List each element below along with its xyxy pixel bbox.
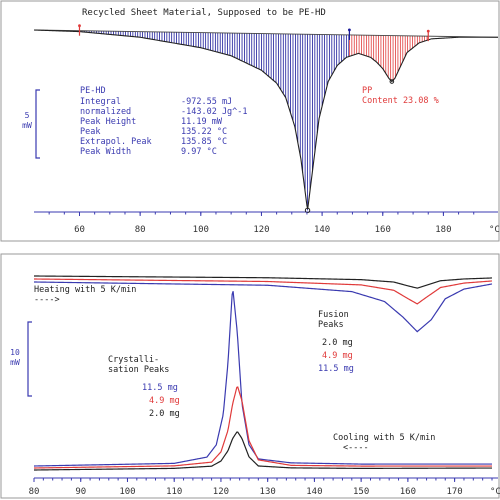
pe-hd-row-label: Peak Height — [80, 117, 136, 127]
top-dsc-curve — [33, 29, 498, 210]
pe-peak-marker — [304, 207, 311, 214]
heating-curve-4-9-mg — [33, 278, 493, 305]
top-x-tick-label: 140 — [314, 225, 330, 235]
pe-hd-row-label: Peak Width — [80, 147, 131, 157]
bottom-x-tick-label: 170 — [446, 487, 462, 497]
pp-content: Content 23.08 % — [362, 96, 439, 106]
pp-results: PP Content 23.08 % — [362, 86, 439, 106]
bottom-scale-bar — [27, 321, 32, 397]
bottom-chart-panel: 80 90 100 110 120 130 140 150 160 170 °C 10 mW Hea… — [0, 253, 500, 499]
pe-hd-row-label: Peak — [80, 127, 100, 137]
top-x-tick-label: 180 — [435, 225, 451, 235]
top-baseline — [33, 29, 499, 38]
integration-limit-dot — [78, 24, 81, 28]
pe-hd-row-value: 135.85 °C — [181, 137, 227, 147]
integration-limit-dot — [347, 28, 351, 32]
cooling-curve-2-0-mg — [33, 431, 492, 471]
top-integration-markers — [78, 24, 430, 42]
cryst-mass-4-9: 4.9 mg — [149, 396, 180, 406]
pe-hd-row-label: normalized — [80, 107, 131, 117]
cryst-title-line1: Crystalli- — [108, 355, 159, 365]
pe-hd-results: PE-HD Integral -972.55 mJ normalized -143.… — [80, 86, 248, 157]
integration-limit-dot — [426, 29, 430, 33]
cryst-mass-2-0: 2.0 mg — [149, 409, 180, 419]
top-x-ticks: 60 80 100 120 140 160 180 — [48, 212, 475, 235]
bottom-x-tick-label: 110 — [166, 487, 182, 497]
bottom-x-tick-label: 120 — [213, 487, 229, 497]
pp-label: PP — [362, 86, 372, 96]
pp-peak-marker — [389, 79, 395, 84]
pe-hd-label: PE-HD — [80, 86, 106, 96]
fusion-title-line1: Fusion — [318, 310, 349, 320]
top-x-tick-label: 100 — [193, 225, 209, 235]
cooling-label: Cooling with 5 K/min — [333, 433, 435, 443]
bottom-x-tick-label: 100 — [119, 487, 135, 497]
top-x-tick-label: 80 — [135, 225, 146, 235]
heating-curve-2-0-mg — [33, 275, 493, 289]
cryst-mass-11-5: 11.5 mg — [142, 383, 178, 393]
top-scale-unit: mW — [22, 121, 32, 130]
bottom-x-ticks: 80 90 100 110 120 130 140 150 160 170 °C — [29, 478, 500, 497]
top-integration-hatching — [79, 30, 428, 211]
top-curves — [33, 29, 499, 214]
bottom-scale-unit: mW — [10, 358, 20, 367]
top-scale-bar — [35, 89, 40, 159]
pe-hd-row-value: -972.55 mJ — [181, 97, 232, 107]
top-x-unit: °C — [489, 225, 500, 235]
bottom-curves — [33, 275, 493, 471]
heating-curve-11-5-mg — [33, 281, 493, 333]
bottom-x-tick-label: 80 — [29, 487, 40, 497]
fusion-title-line2: Peaks — [318, 320, 344, 330]
pe-hd-row-value: 135.22 °C — [181, 127, 227, 137]
fusion-mass-11-5: 11.5 mg — [318, 364, 354, 374]
top-x-tick-label: 120 — [253, 225, 269, 235]
bottom-x-tick-label: 160 — [400, 487, 416, 497]
cooling-curve-4-9-mg — [33, 386, 492, 469]
pe-hd-row-value: 9.97 °C — [181, 147, 217, 157]
cryst-title-line2: sation Peaks — [108, 365, 169, 375]
pe-hd-row-value: -143.02 Jg^-1 — [181, 107, 248, 117]
top-x-tick-label: 160 — [375, 225, 391, 235]
pe-hd-row-label: Extrapol. Peak — [80, 137, 152, 147]
heating-arrow: ----> — [34, 295, 60, 305]
top-chart-frame — [0, 0, 500, 242]
cooling-curve-11-5-mg — [33, 291, 492, 467]
top-chart-panel: Recycled Sheet Material, Supposed to be … — [0, 0, 500, 242]
heating-label: Heating with 5 K/min — [34, 285, 136, 295]
bottom-scale-value: 10 — [10, 348, 20, 357]
bottom-x-tick-label: 130 — [260, 487, 276, 497]
fusion-mass-4-9: 4.9 mg — [322, 351, 353, 361]
bottom-x-tick-label: 90 — [75, 487, 86, 497]
fusion-mass-2-0: 2.0 mg — [322, 338, 353, 348]
pe-hd-row-value: 11.19 mW — [181, 117, 223, 127]
bottom-x-tick-label: 150 — [353, 487, 369, 497]
top-x-tick-label: 60 — [74, 225, 85, 235]
bottom-x-unit: °C — [490, 487, 500, 497]
top-scale-value: 5 — [25, 111, 30, 120]
top-chart-title: Recycled Sheet Material, Supposed to be … — [82, 8, 326, 18]
pe-hd-row-label: Integral — [80, 97, 121, 107]
cooling-arrow: <---- — [343, 443, 369, 453]
bottom-x-tick-label: 140 — [306, 487, 322, 497]
